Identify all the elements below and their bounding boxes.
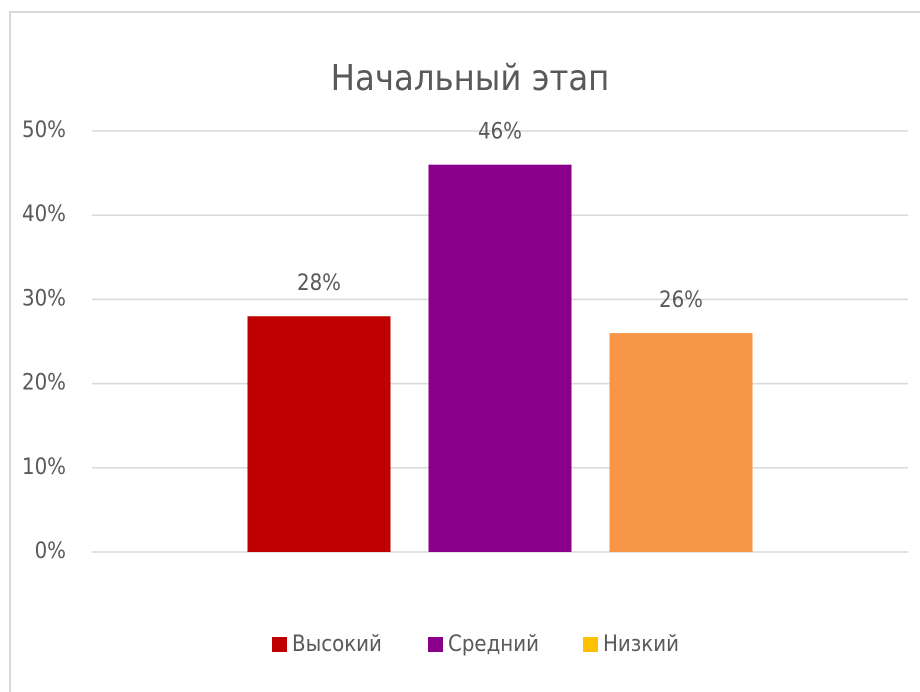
- y-tick-label: 30%: [22, 286, 66, 311]
- bar: [609, 333, 753, 552]
- legend-swatch: [272, 637, 287, 652]
- data-label: 28%: [297, 271, 341, 296]
- data-label: 26%: [659, 288, 703, 313]
- bar: [428, 164, 572, 552]
- legend-swatch: [583, 637, 598, 652]
- chart-title: Начальный этап: [331, 58, 610, 99]
- y-tick-label: 20%: [22, 371, 66, 396]
- legend-label: Низкий: [603, 632, 679, 657]
- y-tick-label: 40%: [22, 202, 66, 227]
- data-label: 46%: [478, 120, 522, 145]
- legend-label: Высокий: [292, 632, 382, 657]
- bar: [247, 316, 391, 552]
- y-tick-label: 50%: [22, 118, 66, 143]
- legend-label: Средний: [448, 632, 539, 657]
- legend-swatch: [428, 637, 443, 652]
- y-tick-label: 0%: [35, 539, 66, 564]
- y-tick-label: 10%: [22, 455, 66, 480]
